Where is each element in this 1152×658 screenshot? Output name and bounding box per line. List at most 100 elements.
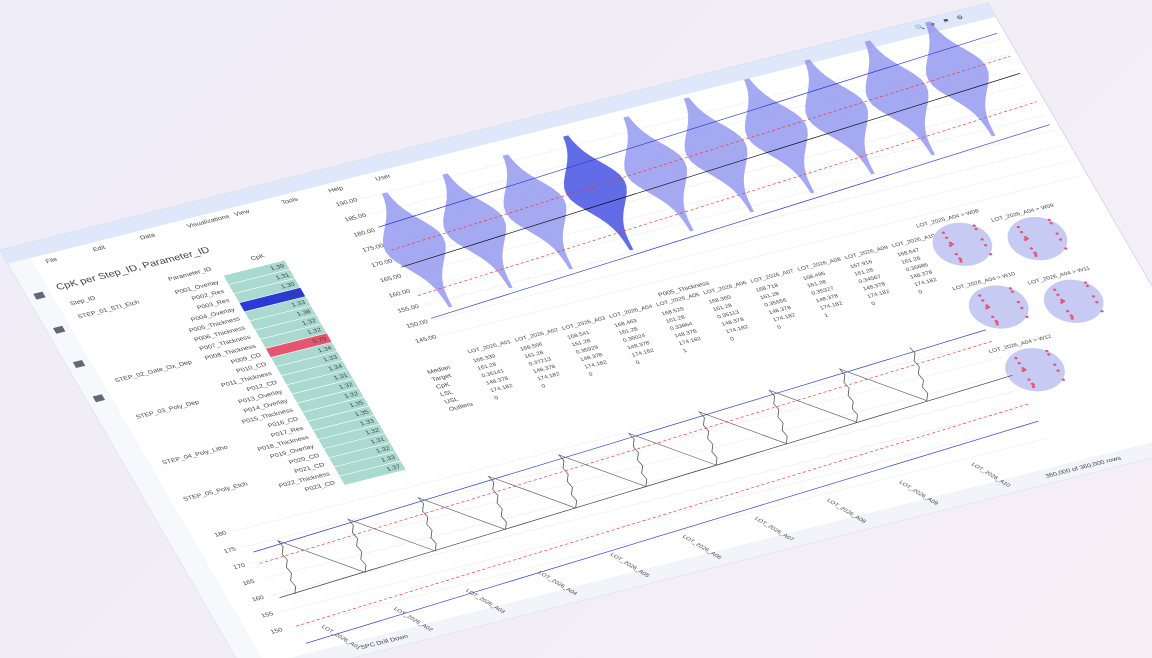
cpk-value: 1.34 (327, 363, 344, 372)
die-fail (1047, 353, 1051, 356)
die-fail (977, 294, 982, 297)
menu-item[interactable]: User (374, 173, 392, 182)
die-fail (959, 258, 963, 261)
die-fail (1017, 361, 1021, 365)
die-fail (1034, 252, 1038, 255)
y-tick-label: 170.00 (370, 258, 394, 269)
menu-item[interactable]: Help (327, 185, 345, 194)
toolbar-icon[interactable]: ⚙ (955, 14, 965, 22)
die-fail (941, 231, 945, 234)
cpk-value: 1.32 (301, 318, 318, 327)
violin (442, 173, 513, 289)
cell: 174.182 (537, 372, 562, 382)
cpk-value: 1.35 (348, 400, 365, 409)
menu-item[interactable]: Edit (92, 245, 107, 254)
cell: 0.33864 (669, 321, 694, 331)
y-tick-label: 180 (213, 530, 228, 538)
sidebar-icon[interactable] (33, 291, 46, 300)
cell: 168.360 (708, 295, 733, 305)
target-line (401, 73, 1021, 268)
cell: 0 (918, 290, 924, 296)
die-fail (1064, 247, 1068, 250)
sidebar-icon[interactable] (72, 360, 86, 368)
sidebar-icon[interactable] (92, 394, 106, 403)
cell: 161.28 (712, 303, 733, 312)
cpk-cell (334, 451, 401, 476)
y-tick-label: 190.00 (335, 197, 359, 208)
cell: 174.182 (631, 348, 656, 358)
die-fail (1070, 317, 1074, 320)
y-tick-label: 170 (232, 562, 247, 570)
title-bar (0, 3, 996, 264)
cpk-value: 1.35 (354, 409, 371, 418)
cell: 0.37213 (528, 357, 553, 367)
sidebar-icon[interactable] (53, 325, 66, 334)
menu-item[interactable]: Tools (280, 196, 300, 206)
menu-item[interactable]: File (45, 257, 60, 265)
die-fail (1029, 247, 1034, 250)
die-fail (1020, 306, 1024, 310)
limit-line (295, 403, 1029, 627)
die-fail (1053, 363, 1057, 366)
row-label: LSL (439, 389, 455, 398)
cell: 148.378 (768, 305, 793, 315)
die-fail (1083, 281, 1088, 284)
cell: 0.35327 (811, 286, 836, 296)
cpk-cell (308, 406, 374, 431)
menu-item[interactable]: View (233, 209, 251, 218)
cell: 168.541 (566, 330, 591, 340)
cpk-value: 1.30 (280, 281, 297, 290)
cell: 161.28 (618, 327, 639, 336)
cpk-cell (329, 442, 396, 467)
die-fail (944, 236, 949, 239)
toolbar-icon[interactable]: 🔍 (914, 23, 927, 32)
cpk-cell (250, 306, 316, 330)
cell: 0.35656 (764, 298, 789, 308)
cpk-cell (302, 397, 369, 421)
limit-line (259, 340, 993, 564)
wafer-map (968, 285, 1029, 329)
die-fail (1008, 287, 1013, 290)
die-fail (1014, 356, 1018, 360)
cpk-cell (265, 333, 332, 358)
die-fail (972, 224, 976, 227)
toolbar-icon[interactable]: ⚑ (941, 17, 951, 25)
cpk-cell (318, 424, 385, 449)
cpk-cell (281, 360, 348, 385)
cell: 168.718 (755, 283, 780, 293)
die-fail (1025, 315, 1029, 319)
cell: 168.495 (802, 271, 827, 281)
cell: 174.182 (772, 313, 797, 323)
die-fail (1010, 290, 1015, 293)
cell: 148.378 (815, 294, 840, 304)
cell: 161.28 (853, 268, 874, 277)
cpk-cell (234, 278, 300, 303)
cell: 167.916 (849, 260, 874, 270)
cell: 174.182 (678, 336, 703, 346)
cpk-value: 1.32 (375, 445, 392, 454)
cell: 174.182 (866, 289, 891, 299)
y-tick-label: 175 (223, 546, 238, 554)
menu-item[interactable]: Data (139, 232, 157, 241)
y-tick-label: 185.00 (344, 212, 368, 223)
die-fail (1056, 369, 1060, 372)
y-tick-label: 155.00 (396, 304, 420, 315)
cell: 161.28 (477, 362, 498, 371)
cell: 0.34567 (858, 275, 883, 285)
cpk-value: 1.32 (306, 327, 323, 336)
cell: 0 (541, 384, 547, 390)
cell: 0 (729, 337, 735, 343)
die-fail (989, 252, 993, 256)
violin (502, 154, 574, 270)
die-fail (1066, 309, 1070, 313)
usl-line (253, 329, 986, 553)
die-fail (1052, 288, 1057, 291)
cell: 161.28 (806, 280, 827, 289)
die-fail (995, 322, 999, 326)
cell: 148.378 (674, 329, 699, 339)
cell: 1 (824, 313, 830, 319)
die-fail (974, 227, 978, 231)
die-fail (1045, 349, 1049, 353)
grid-line (278, 421, 1040, 613)
cell: 0.35929 (575, 345, 600, 355)
